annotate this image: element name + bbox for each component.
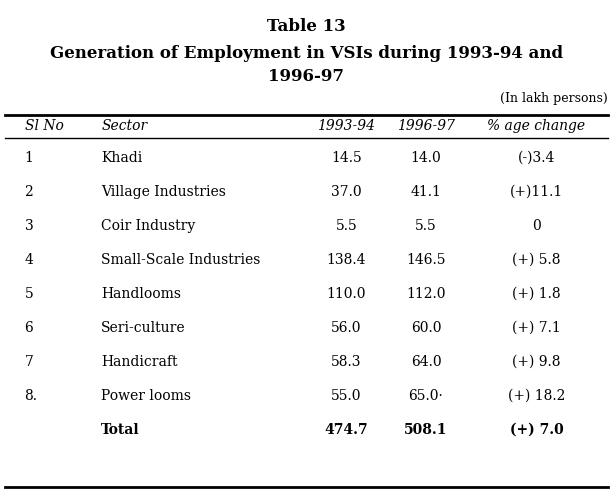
Text: 1996-97: 1996-97: [397, 119, 455, 133]
Text: 58.3: 58.3: [331, 355, 362, 369]
Text: 1996-97: 1996-97: [268, 68, 345, 85]
Text: 5.5: 5.5: [415, 219, 437, 233]
Text: 2: 2: [25, 185, 33, 199]
Text: 6: 6: [25, 321, 33, 335]
Text: 5.5: 5.5: [335, 219, 357, 233]
Text: Generation of Employment in VSIs during 1993-94 and: Generation of Employment in VSIs during …: [50, 45, 563, 62]
Text: Sl No: Sl No: [25, 119, 63, 133]
Text: % age change: % age change: [487, 119, 585, 133]
Text: Small-Scale Industries: Small-Scale Industries: [101, 253, 261, 267]
Text: Total: Total: [101, 423, 140, 437]
Text: 55.0: 55.0: [331, 389, 362, 403]
Text: 112.0: 112.0: [406, 287, 446, 301]
Text: 56.0: 56.0: [331, 321, 362, 335]
Text: 5: 5: [25, 287, 33, 301]
Text: 8.: 8.: [25, 389, 37, 403]
Text: (+) 5.8: (+) 5.8: [512, 253, 561, 267]
Text: (In lakh persons): (In lakh persons): [500, 92, 608, 105]
Text: 110.0: 110.0: [327, 287, 366, 301]
Text: Power looms: Power looms: [101, 389, 191, 403]
Text: (+) 18.2: (+) 18.2: [508, 389, 565, 403]
Text: Handlooms: Handlooms: [101, 287, 181, 301]
Text: Coir Industry: Coir Industry: [101, 219, 196, 233]
Text: (+) 7.0: (+) 7.0: [509, 423, 563, 437]
Text: Village Industries: Village Industries: [101, 185, 226, 199]
Text: 60.0: 60.0: [411, 321, 441, 335]
Text: 7: 7: [25, 355, 33, 369]
Text: 1: 1: [25, 151, 33, 165]
Text: 14.0: 14.0: [411, 151, 441, 165]
Text: 64.0: 64.0: [411, 355, 441, 369]
Text: 41.1: 41.1: [411, 185, 441, 199]
Text: Table 13: Table 13: [267, 18, 346, 35]
Text: 14.5: 14.5: [331, 151, 362, 165]
Text: Seri-culture: Seri-culture: [101, 321, 186, 335]
Text: (+) 7.1: (+) 7.1: [512, 321, 561, 335]
Text: 3: 3: [25, 219, 33, 233]
Text: Sector: Sector: [101, 119, 147, 133]
Text: 146.5: 146.5: [406, 253, 446, 267]
Text: Khadi: Khadi: [101, 151, 142, 165]
Text: 65.0·: 65.0·: [409, 389, 443, 403]
Text: 37.0: 37.0: [331, 185, 362, 199]
Text: (+) 1.8: (+) 1.8: [512, 287, 561, 301]
Text: (+) 9.8: (+) 9.8: [512, 355, 561, 369]
Text: (+)11.1: (+)11.1: [510, 185, 563, 199]
Text: 474.7: 474.7: [324, 423, 368, 437]
Text: 1993-94: 1993-94: [318, 119, 375, 133]
Text: 0: 0: [532, 219, 541, 233]
Text: 138.4: 138.4: [327, 253, 366, 267]
Text: Handicraft: Handicraft: [101, 355, 178, 369]
Text: (-)3.4: (-)3.4: [518, 151, 555, 165]
Text: 508.1: 508.1: [405, 423, 447, 437]
Text: 4: 4: [25, 253, 33, 267]
